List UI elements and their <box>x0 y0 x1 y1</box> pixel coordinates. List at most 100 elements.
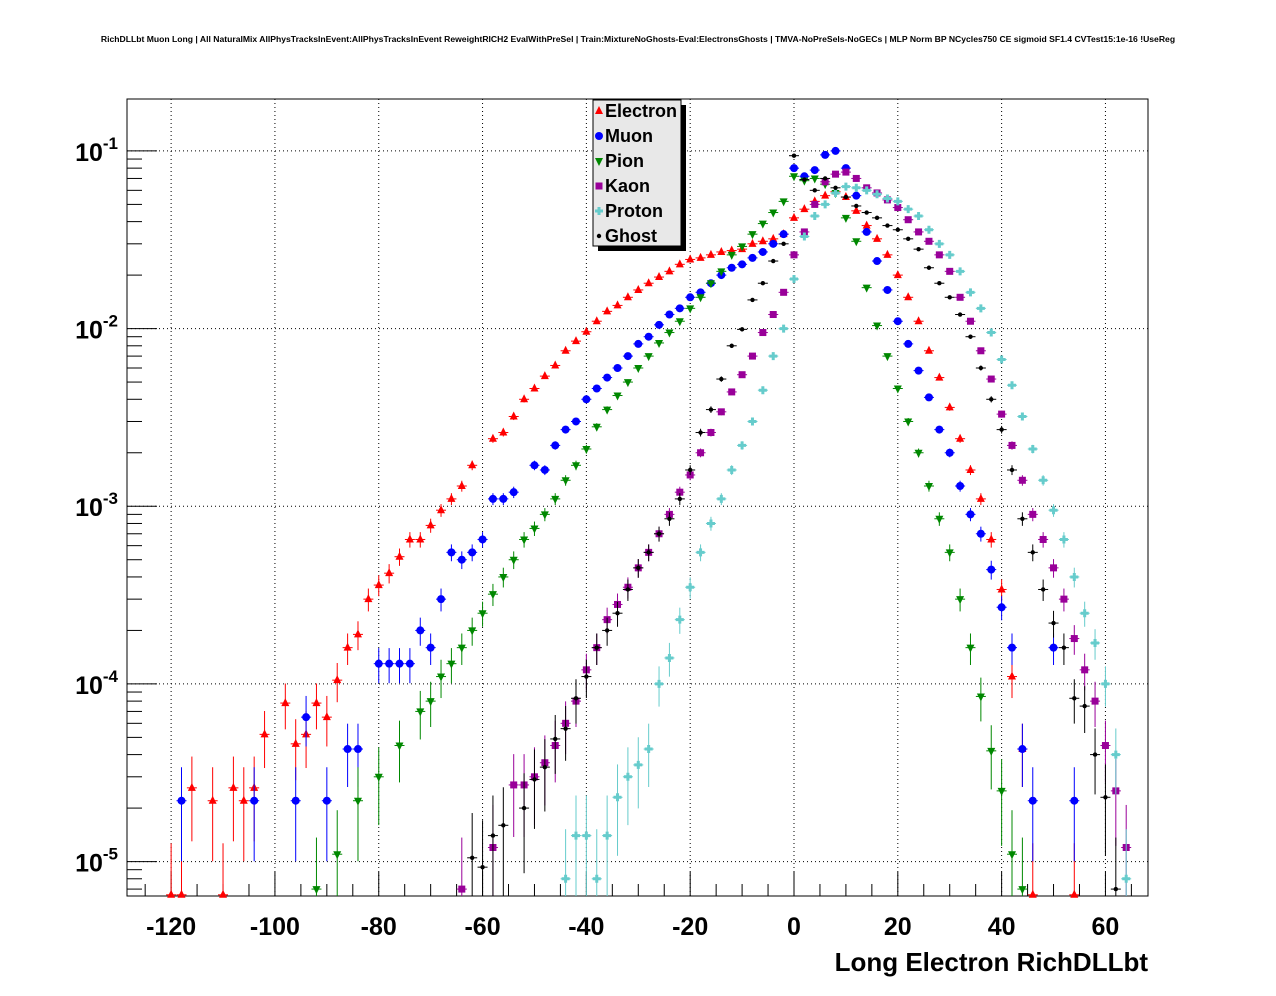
star-marker <box>646 550 651 555</box>
star-marker <box>885 223 890 228</box>
triangle-up-marker <box>239 795 248 804</box>
triangle-up-marker <box>333 675 342 684</box>
star-marker <box>1092 752 1098 757</box>
y-tick-label: 10-5 <box>75 845 118 878</box>
cross-marker <box>748 417 757 426</box>
legend-label: Pion <box>605 151 644 171</box>
circle-marker <box>595 132 603 140</box>
legend-label: Kaon <box>605 176 650 196</box>
cross-marker <box>831 188 840 197</box>
circle-marker <box>862 227 871 236</box>
circle-marker <box>852 191 861 200</box>
circle-marker <box>509 488 518 497</box>
triangle-up-marker <box>924 345 933 354</box>
circle-marker <box>997 603 1006 612</box>
star-marker <box>750 297 755 303</box>
circle-marker <box>540 465 549 474</box>
star-marker <box>1009 467 1015 473</box>
cross-marker <box>997 355 1006 364</box>
triangle-down-marker <box>613 392 622 401</box>
chart-title: RichDLLbt Muon Long | All NaturalMix All… <box>101 34 1175 44</box>
star-marker <box>687 467 693 473</box>
y-tick-label: 10-4 <box>75 667 118 700</box>
circle-marker <box>322 796 331 805</box>
triangle-up-marker <box>592 316 601 325</box>
star-marker <box>708 407 714 412</box>
triangle-up-marker <box>530 383 539 392</box>
circle-marker <box>966 510 975 519</box>
y-tick-base: 10 <box>75 139 103 167</box>
triangle-down-marker <box>758 220 767 229</box>
triangle-up-marker <box>561 345 570 354</box>
triangle-down-marker <box>395 742 404 751</box>
y-tick-base: 10 <box>75 494 103 522</box>
star-marker <box>521 805 527 811</box>
star-marker <box>854 203 859 209</box>
cross-marker <box>1039 476 1048 485</box>
circle-marker <box>769 239 778 248</box>
triangle-down-marker <box>883 353 892 362</box>
cross-marker <box>644 745 653 754</box>
triangle-down-marker <box>416 708 425 717</box>
circle-marker <box>748 253 757 262</box>
cross-marker <box>987 328 996 337</box>
circle-marker <box>551 441 560 450</box>
triangle-down-marker <box>987 747 996 756</box>
star-marker <box>573 696 579 701</box>
triangle-up-marker <box>634 284 643 293</box>
circle-marker <box>665 310 674 319</box>
circle-marker <box>468 548 477 557</box>
star-marker <box>1051 620 1056 626</box>
square-marker <box>966 317 974 325</box>
star-marker <box>822 176 828 181</box>
triangle-down-marker <box>810 175 819 184</box>
triangle-up-marker <box>893 270 902 279</box>
y-tick-base: 10 <box>75 317 103 345</box>
circle-marker <box>603 373 612 382</box>
square-marker <box>956 293 964 301</box>
square-marker <box>800 228 808 236</box>
circle-marker <box>935 425 944 434</box>
circle-marker <box>779 230 788 239</box>
star-marker <box>469 855 475 861</box>
triangle-up-marker <box>800 204 809 213</box>
triangle-down-marker <box>841 214 850 223</box>
circle-marker <box>385 659 394 668</box>
triangle-down-marker <box>727 251 736 260</box>
circle-marker <box>914 366 923 375</box>
cross-marker <box>655 679 664 688</box>
triangle-up-marker <box>312 698 321 707</box>
cross-marker <box>956 267 965 276</box>
star-marker <box>926 265 932 270</box>
square-marker <box>811 200 819 208</box>
star-marker <box>604 628 610 633</box>
x-tick-label: -100 <box>250 913 300 941</box>
square-marker <box>458 885 466 893</box>
y-tick-exponent: -2 <box>103 312 118 331</box>
triangle-up-marker <box>374 580 383 589</box>
triangle-down-marker <box>717 268 726 277</box>
circle-marker <box>789 164 798 173</box>
circle-marker <box>655 320 664 329</box>
circle-marker <box>405 659 414 668</box>
triangle-down-marker <box>852 238 861 247</box>
cross-marker <box>821 200 830 209</box>
cross-marker <box>810 212 819 221</box>
triangle-down-marker <box>893 385 902 394</box>
triangle-down-marker <box>437 673 446 682</box>
triangle-up-marker <box>644 278 653 287</box>
circle-marker <box>530 461 539 470</box>
circle-marker <box>177 796 186 805</box>
cross-marker <box>603 831 612 840</box>
cross-marker <box>976 304 985 313</box>
star-marker <box>874 215 880 221</box>
triangle-down-marker <box>353 797 362 806</box>
square-marker <box>821 178 829 186</box>
legend-label: Electron <box>605 101 677 121</box>
y-tick-exponent: -5 <box>103 845 118 864</box>
triangle-up-marker <box>343 642 352 651</box>
triangle-up-marker <box>997 584 1006 593</box>
legend-box <box>592 99 682 247</box>
star-marker <box>698 430 703 435</box>
star-marker <box>1061 645 1067 650</box>
